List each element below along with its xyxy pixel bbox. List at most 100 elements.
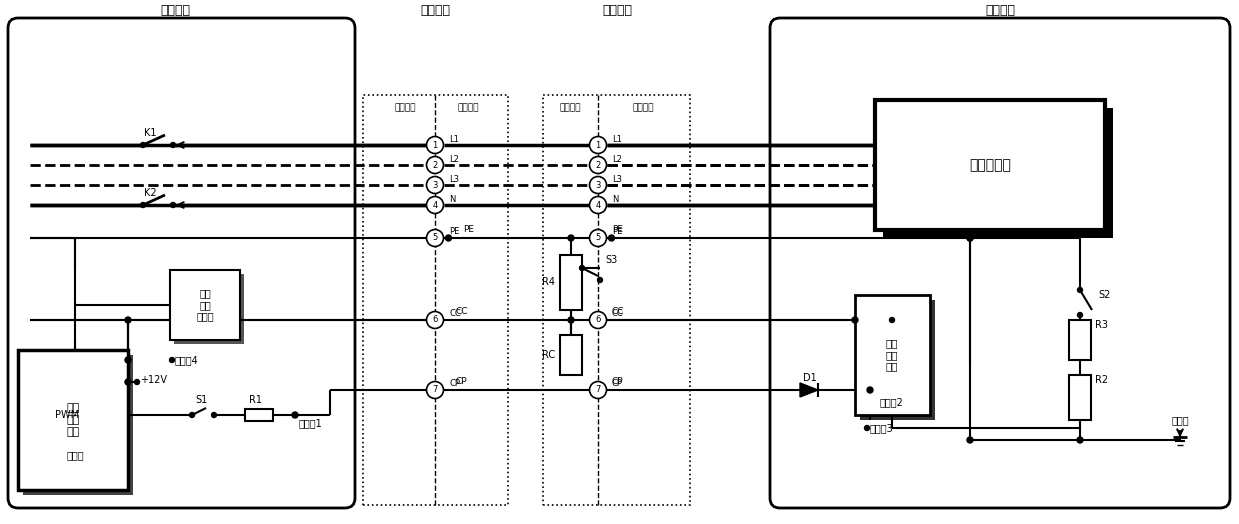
Circle shape [446,235,451,241]
Bar [363,95,508,505]
Text: 检测点2: 检测点2 [880,397,904,407]
Bar [855,295,930,415]
Text: 7: 7 [432,386,437,395]
Text: 4: 4 [432,201,437,210]
FancyBboxPatch shape [769,18,1230,508]
Text: L1: L1 [449,135,458,144]
Circle shape [171,143,176,147]
Text: PE: PE [612,225,623,235]
Circle shape [426,230,444,246]
Text: PE: PE [449,227,460,236]
Circle shape [426,196,444,213]
Bar [19,350,128,490]
Text: 供电
控制
装置: 供电 控制 装置 [67,403,79,436]
Polygon shape [800,383,818,397]
Text: 5: 5 [596,234,601,243]
Circle shape [212,412,217,418]
Circle shape [140,143,145,147]
Circle shape [125,357,131,363]
Circle shape [170,357,175,363]
Text: 检测点4: 检测点4 [175,355,198,365]
Text: CP: CP [455,377,467,387]
Text: N: N [449,194,456,203]
Text: 3: 3 [595,180,601,190]
Circle shape [426,177,444,193]
Text: CP: CP [612,379,623,388]
Text: PWM: PWM [55,410,79,420]
Bar [170,270,240,340]
Text: RC: RC [541,350,555,360]
Text: 1: 1 [596,140,601,149]
Circle shape [1078,312,1083,318]
Text: 电动汽车: 电动汽车 [985,4,1015,16]
Text: 6: 6 [432,315,437,324]
Text: R3: R3 [1095,320,1108,330]
Text: 检测点3: 检测点3 [870,423,893,433]
Text: 车辆接口: 车辆接口 [602,4,632,16]
Circle shape [567,235,574,241]
Circle shape [135,379,140,385]
Circle shape [852,317,857,323]
Text: R2: R2 [1095,375,1108,385]
Text: 供电插座: 供电插座 [394,104,416,113]
Text: D1: D1 [803,373,817,383]
Circle shape [190,412,195,418]
Bar [1069,375,1092,420]
Text: R4: R4 [541,277,555,287]
Circle shape [597,278,602,282]
Text: 车辆插座: 车辆插座 [632,104,654,113]
Bar [173,274,244,344]
Circle shape [171,202,176,208]
Circle shape [125,379,131,385]
Text: PE: PE [463,225,475,235]
Text: L1: L1 [612,135,622,144]
Text: 供电设备: 供电设备 [160,4,190,16]
Text: 6: 6 [595,315,601,324]
Text: 车载充电机: 车载充电机 [969,158,1011,172]
Text: CP: CP [449,379,460,388]
Text: S2: S2 [1098,290,1110,300]
Text: 剩余
电流
保护器: 剩余 电流 保护器 [196,288,214,322]
Circle shape [580,266,585,270]
Text: 2: 2 [596,160,601,169]
Circle shape [590,230,607,246]
Circle shape [890,318,895,322]
Text: 车身地: 车身地 [1171,415,1188,425]
Text: L3: L3 [612,174,622,183]
Text: 供电接口: 供电接口 [420,4,450,16]
FancyBboxPatch shape [7,18,356,508]
Text: PE: PE [612,227,622,236]
Bar [560,335,582,375]
Text: CC: CC [612,310,623,319]
Circle shape [125,379,130,385]
Text: 4: 4 [596,201,601,210]
Circle shape [865,425,870,431]
Circle shape [590,311,607,329]
Text: 5: 5 [432,234,437,243]
Text: 2: 2 [432,160,437,169]
Bar [1069,320,1092,360]
Bar [860,300,935,420]
Circle shape [608,235,615,241]
Circle shape [867,387,873,393]
Text: S1: S1 [196,395,208,405]
Text: S3: S3 [605,255,617,265]
Circle shape [292,412,299,418]
Text: 7: 7 [595,386,601,395]
Circle shape [426,157,444,173]
Text: L2: L2 [612,155,622,163]
Circle shape [567,317,574,323]
Circle shape [966,235,973,241]
Circle shape [1078,288,1083,292]
Bar [560,255,582,310]
Text: 供电插头: 供电插头 [457,104,478,113]
Text: CC: CC [612,308,624,316]
Circle shape [140,202,145,208]
Circle shape [426,381,444,398]
Circle shape [966,437,973,443]
Circle shape [590,177,607,193]
Circle shape [1077,437,1083,443]
Circle shape [590,157,607,173]
Text: 检测点1: 检测点1 [299,418,322,428]
Text: K1: K1 [144,128,156,138]
